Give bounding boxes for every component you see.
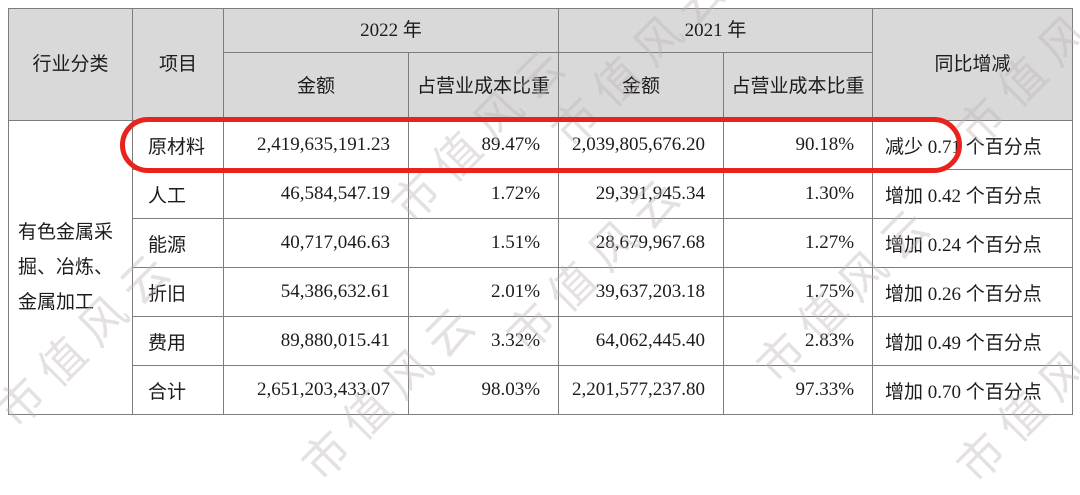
operating-cost-table: 行业分类 项目 2022 年 2021 年 同比增减 金额 占营业成本比重 金额… bbox=[8, 8, 1074, 415]
amount-2022-cell: 46,584,547.19 bbox=[223, 169, 409, 219]
item-cell: 原材料 bbox=[132, 120, 224, 170]
amount-2021-cell: 64,062,445.40 bbox=[558, 316, 725, 366]
yoy-cell: 增加 0.26 个百分点 bbox=[872, 267, 1074, 317]
item-cell: 人工 bbox=[132, 169, 224, 219]
table-row-total: 合计 2,651,203,433.07 98.03% 2,201,577,237… bbox=[9, 365, 1074, 415]
table-row-expenses: 费用 89,880,015.41 3.32% 64,062,445.40 2.8… bbox=[9, 316, 1074, 366]
table-row-depreciation: 折旧 54,386,632.61 2.01% 39,637,203.18 1.7… bbox=[9, 267, 1074, 317]
ratio-2022-cell: 3.32% bbox=[407, 316, 560, 366]
item-cell: 合计 bbox=[132, 365, 224, 415]
header-year-2022: 2022 年 bbox=[222, 8, 560, 53]
ratio-2022-cell: 98.03% bbox=[407, 365, 560, 415]
yoy-cell: 增加 0.42 个百分点 bbox=[872, 169, 1074, 219]
ratio-2022-cell: 1.51% bbox=[407, 218, 560, 268]
header-amount-2021: 金额 bbox=[558, 52, 725, 121]
header-industry: 行业分类 bbox=[8, 8, 133, 121]
header-amount-2022: 金额 bbox=[223, 52, 409, 121]
ratio-2022-cell: 1.72% bbox=[407, 169, 560, 219]
ratio-2021-cell: 97.33% bbox=[723, 365, 874, 415]
item-cell: 能源 bbox=[132, 218, 224, 268]
header-year-2021: 2021 年 bbox=[558, 8, 874, 53]
ratio-2021-cell: 1.27% bbox=[723, 218, 874, 268]
ratio-2021-cell: 2.83% bbox=[723, 316, 874, 366]
header-yoy: 同比增减 bbox=[872, 8, 1074, 121]
header-item: 项目 bbox=[132, 8, 224, 121]
amount-2021-cell: 39,637,203.18 bbox=[558, 267, 725, 317]
ratio-2021-cell: 1.75% bbox=[723, 267, 874, 317]
ratio-2022-cell: 2.01% bbox=[407, 267, 560, 317]
amount-2022-cell: 40,717,046.63 bbox=[223, 218, 409, 268]
item-cell: 费用 bbox=[132, 316, 224, 366]
header-ratio-2021: 占营业成本比重 bbox=[723, 52, 874, 121]
table-row-labor: 人工 46,584,547.19 1.72% 29,391,945.34 1.3… bbox=[9, 169, 1074, 219]
amount-2021-cell: 2,039,805,676.20 bbox=[558, 120, 725, 170]
amount-2022-cell: 2,651,203,433.07 bbox=[223, 365, 409, 415]
ratio-2021-cell: 1.30% bbox=[723, 169, 874, 219]
amount-2022-cell: 89,880,015.41 bbox=[223, 316, 409, 366]
yoy-cell: 增加 0.24 个百分点 bbox=[872, 218, 1074, 268]
ratio-2022-cell: 89.47% bbox=[407, 120, 560, 170]
yoy-cell: 增加 0.70 个百分点 bbox=[872, 365, 1074, 415]
yoy-cell: 增加 0.49 个百分点 bbox=[872, 316, 1074, 366]
item-cell: 折旧 bbox=[132, 267, 224, 317]
ratio-2021-cell: 90.18% bbox=[723, 120, 874, 170]
amount-2022-cell: 54,386,632.61 bbox=[223, 267, 409, 317]
amount-2021-cell: 2,201,577,237.80 bbox=[558, 365, 725, 415]
amount-2021-cell: 28,679,967.68 bbox=[558, 218, 725, 268]
amount-2022-cell: 2,419,635,191.23 bbox=[223, 120, 409, 170]
yoy-cell: 减少 0.71 个百分点 bbox=[872, 120, 1074, 170]
amount-2021-cell: 29,391,945.34 bbox=[558, 169, 725, 219]
industry-label: 有色金属采掘、冶炼、金属加工 bbox=[8, 120, 133, 415]
table-row-raw-materials: 有色金属采掘、冶炼、金属加工 原材料 2,419,635,191.23 89.4… bbox=[8, 120, 1074, 415]
header-ratio-2022: 占营业成本比重 bbox=[407, 52, 560, 121]
table-row-energy: 能源 40,717,046.63 1.51% 28,679,967.68 1.2… bbox=[9, 218, 1074, 268]
